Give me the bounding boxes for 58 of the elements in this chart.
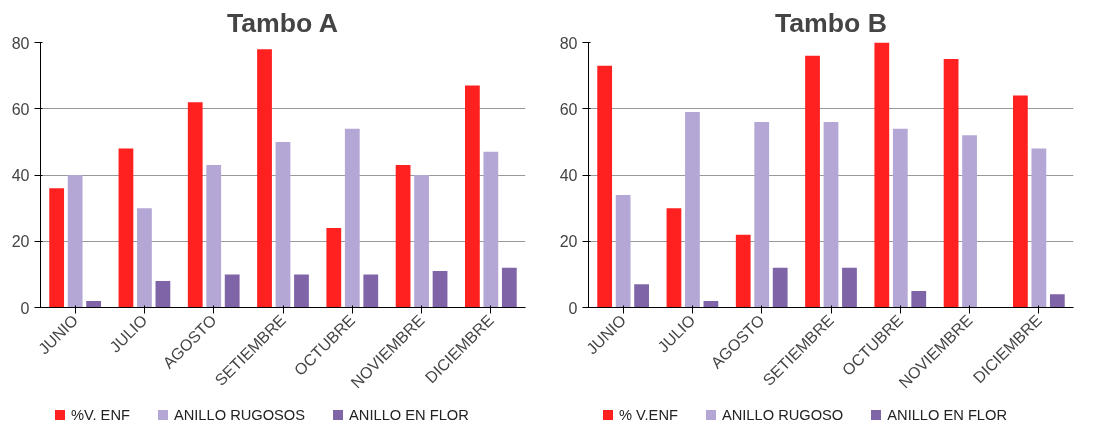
bar	[363, 274, 379, 308]
bar	[842, 267, 857, 308]
bar	[1012, 95, 1028, 308]
y-tick-label: 40	[559, 167, 578, 184]
chart-title: Tambo B	[774, 7, 888, 38]
bar	[464, 85, 480, 308]
bar	[86, 300, 102, 308]
y-tick-label: 40	[11, 167, 30, 184]
y-tick-label: 0	[568, 299, 578, 317]
bar	[943, 59, 959, 308]
bar	[294, 274, 309, 308]
bar	[155, 281, 171, 308]
bar	[206, 165, 222, 308]
bar	[275, 141, 291, 308]
bar	[634, 284, 650, 308]
chart-title: Tambo A	[226, 7, 339, 38]
legend-label: %V. ENF	[70, 406, 130, 425]
bar	[615, 194, 631, 308]
legend-label: ANILLO RUGOSO	[720, 406, 844, 425]
bar	[137, 208, 152, 308]
bar	[432, 271, 448, 308]
bar	[49, 188, 65, 308]
bar	[874, 42, 890, 308]
bar	[67, 175, 83, 308]
y-tick-label: 0	[20, 299, 30, 317]
legend-label: % V.ENF	[618, 406, 678, 425]
bar	[666, 208, 682, 308]
bar	[118, 148, 134, 308]
bar	[772, 267, 788, 308]
bar	[395, 165, 411, 308]
bar	[962, 135, 977, 308]
bar	[805, 55, 820, 308]
y-tick-label: 60	[559, 100, 578, 118]
bar	[597, 65, 613, 308]
bar	[224, 274, 240, 308]
y-tick-label: 20	[559, 233, 578, 251]
legend-label: ANILLO EN FLOR	[886, 406, 1008, 425]
bar	[735, 234, 751, 308]
bar	[1049, 294, 1065, 308]
y-tick-label: 20	[11, 233, 30, 251]
bar	[414, 175, 429, 308]
bar	[483, 151, 499, 308]
bar	[187, 102, 203, 308]
y-tick-label: 80	[11, 34, 30, 52]
bar	[501, 267, 517, 308]
bar	[892, 128, 908, 308]
legend-label: ANILLO RUGOSOS	[172, 406, 306, 425]
bar	[257, 49, 272, 308]
bar	[685, 112, 700, 308]
bar	[1031, 148, 1047, 308]
bar	[344, 128, 360, 308]
legend-label: ANILLO EN FLOR	[348, 406, 469, 425]
bar	[823, 122, 839, 308]
bar	[911, 290, 927, 308]
y-tick-label: 60	[11, 100, 30, 118]
y-tick-label: 80	[559, 34, 578, 52]
bar	[754, 122, 770, 308]
bar	[326, 228, 342, 308]
